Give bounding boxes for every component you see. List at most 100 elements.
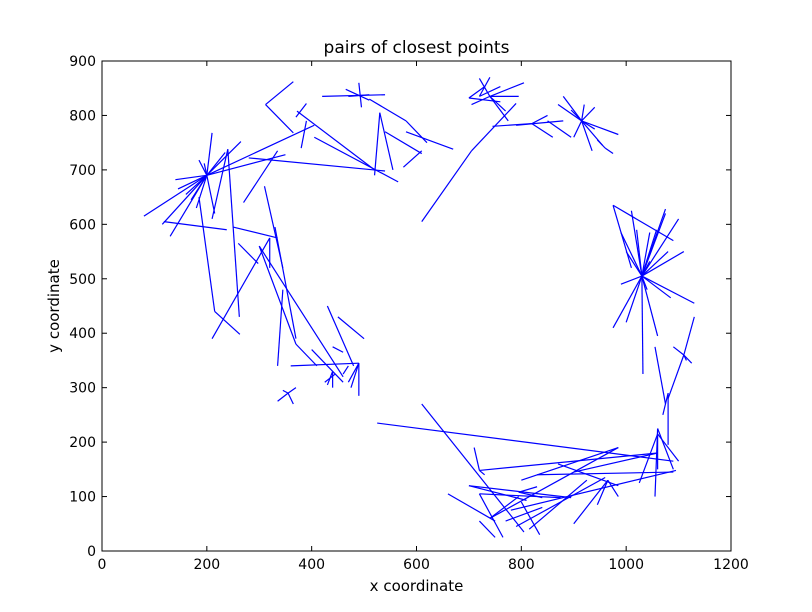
closest-pair-segment	[641, 218, 680, 277]
closest-pair-segment	[258, 245, 344, 378]
closest-pair-segment	[654, 346, 667, 405]
closest-pair-segment	[641, 275, 695, 304]
closest-pair-segment	[447, 493, 496, 522]
closest-pair-segment	[421, 403, 525, 533]
closest-pair-segment	[287, 387, 297, 394]
closest-pair-segment	[478, 493, 504, 538]
closest-pair-segment	[581, 106, 596, 122]
closest-pair-segment	[505, 506, 543, 522]
closest-pair-segment	[276, 289, 284, 366]
closest-pair-segment	[326, 305, 355, 367]
closest-pair-segment	[641, 213, 667, 277]
closest-pair-segment	[537, 471, 674, 476]
closest-pair-segment	[227, 149, 240, 317]
y-tick-label: 600	[69, 217, 96, 233]
x-tick-label: 800	[508, 557, 535, 573]
closest-pair-segment	[337, 316, 365, 340]
closest-pair-segment	[528, 479, 588, 530]
closest-pair-segment	[479, 493, 561, 499]
x-tick-label: 600	[403, 557, 430, 573]
closest-pair-segment	[489, 95, 507, 112]
closest-pair-segment	[211, 237, 271, 339]
closest-pair-segment	[161, 174, 208, 225]
closest-pair-segment	[570, 109, 583, 122]
closest-pair-segment	[177, 174, 208, 190]
closest-pair-segment	[290, 362, 359, 367]
closest-pair-segment	[518, 491, 543, 499]
closest-pair-segment	[324, 373, 336, 383]
closest-pair-segment	[620, 275, 643, 285]
closest-pair-segment	[531, 114, 548, 125]
closest-pair-segment	[531, 123, 554, 138]
closest-pair-segment	[265, 104, 294, 134]
closest-pair-segment	[274, 226, 297, 339]
closest-pair-segment	[604, 147, 614, 155]
closest-pair-segment	[468, 97, 501, 103]
closest-pair-segment	[332, 346, 344, 353]
closest-pair-segment	[489, 447, 619, 519]
closest-pair-segment	[596, 479, 609, 505]
closest-pair-segment	[662, 392, 669, 416]
closest-pair-segment	[625, 275, 643, 323]
closest-pair-segment	[311, 349, 334, 372]
closest-pair-segment	[672, 346, 685, 356]
y-tick-label: 300	[69, 381, 96, 397]
closest-pair-segment	[641, 275, 659, 337]
plot-area	[143, 77, 695, 538]
closest-pair-segment	[612, 204, 674, 242]
closest-pair-segment	[214, 311, 241, 335]
closest-pair-segment	[573, 452, 658, 473]
closest-pair-segment	[641, 275, 672, 299]
closest-pair-segment	[562, 96, 583, 122]
closest-pair-segment	[468, 86, 485, 99]
closest-pair-segment	[185, 174, 208, 195]
closest-pair-segment	[287, 392, 294, 405]
closest-pair-segment	[402, 150, 423, 168]
closest-pair-segment	[596, 139, 606, 149]
closest-pair-segment	[473, 447, 480, 471]
closest-pair-segment	[232, 226, 278, 239]
closest-pair-segment	[203, 163, 208, 176]
closest-pair-segment	[581, 120, 593, 152]
closest-pair-segment	[471, 95, 491, 106]
y-axis-label: y coordinate	[45, 259, 63, 353]
closest-pair-segment	[282, 389, 289, 394]
closest-pair-segment	[377, 422, 674, 462]
closest-pair-segment	[657, 433, 680, 462]
closest-pair-segment	[581, 120, 619, 136]
closest-pair-segment	[265, 81, 294, 106]
x-axis: 0 200 400 600 800 1000 1200	[98, 61, 749, 573]
closest-pair-segment	[243, 150, 279, 203]
y-tick-label: 400	[69, 326, 96, 342]
closest-pair-segment	[206, 124, 315, 176]
closest-pair-segment	[547, 120, 572, 138]
closest-pair-segment	[641, 251, 669, 277]
closest-pair-segment	[295, 343, 318, 367]
closest-pair-segment	[332, 370, 344, 383]
x-tick-label: 1000	[608, 557, 644, 573]
closest-pair-segment	[518, 486, 538, 493]
closest-pair-segment	[683, 316, 695, 356]
closest-pair-segment	[620, 232, 643, 277]
closest-pair-segment	[369, 98, 407, 122]
y-tick-label: 100	[69, 490, 96, 506]
closest-pair-segment	[641, 276, 644, 375]
closest-pair-segment	[163, 221, 227, 231]
closest-pair-segment	[421, 150, 473, 222]
closest-pair-segment	[478, 78, 491, 97]
x-axis-label: x coordinate	[370, 577, 464, 595]
chart-title: pairs of closest points	[324, 38, 510, 58]
closest-pair-segment	[350, 362, 360, 388]
closest-pair-segment	[345, 88, 370, 101]
closest-pair-segment	[636, 229, 643, 277]
closest-pair-segment	[478, 520, 496, 538]
y-tick-label: 0	[87, 544, 96, 560]
closest-pair-segment	[657, 428, 674, 470]
closest-pair-segment	[211, 149, 229, 220]
closest-pair-segment	[190, 175, 208, 201]
closest-pair-segment	[557, 463, 619, 487]
closest-pair-segment	[258, 245, 297, 345]
closest-pair-segment	[489, 82, 525, 97]
